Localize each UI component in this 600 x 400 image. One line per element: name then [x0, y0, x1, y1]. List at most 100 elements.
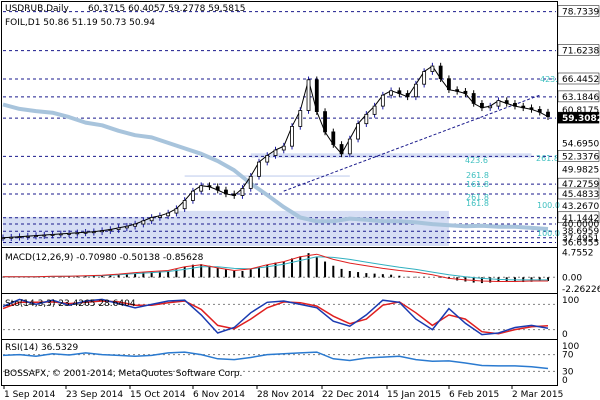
- stochastic-axis: 100 0: [562, 296, 579, 340]
- symbol-label: USDRUB,Daily: [5, 4, 70, 14]
- macd-main-line: [3, 253, 548, 282]
- time-tick-label: 6 Feb 2015: [449, 390, 499, 400]
- price-candle: [108, 229, 113, 232]
- rsi-tick-label: 100: [562, 342, 579, 352]
- price-candle: [430, 65, 435, 72]
- price-tick-label: 36.6355: [562, 239, 599, 249]
- price-tick-label: 41.1442: [562, 214, 599, 224]
- time-tick-label: 28 Nov 2014: [257, 390, 315, 400]
- price-candle: [149, 217, 154, 222]
- time-tick-label: 15 Oct 2014: [130, 390, 186, 400]
- macd-axis: 4.7552 0.00 -2.26226: [562, 248, 600, 295]
- fib-zone-upper: [250, 153, 532, 158]
- foil-line: [2, 102, 549, 231]
- macd-pane[interactable]: 4.7552 0.00 -2.26226: [2, 248, 600, 295]
- fibonacci-labels: 423.6 261.8423.6261.8161.8100.0261.8161.8…: [465, 75, 563, 238]
- stochastic-signal-line: [2, 300, 549, 335]
- price-candle: [273, 149, 278, 156]
- price-tick-label: 47.2759: [562, 180, 599, 190]
- price-candle: [389, 90, 394, 96]
- price-tick-label: 40.0000: [562, 220, 599, 230]
- price-candle: [199, 185, 204, 192]
- price-candle: [50, 234, 55, 236]
- stochastic-pane[interactable]: 100 0: [2, 296, 579, 340]
- price-candle: [364, 113, 369, 125]
- price-candle: [281, 145, 286, 151]
- price-tick-label: 59.3082: [562, 114, 600, 124]
- price-candle: [521, 105, 526, 109]
- time-tick-label: 6 Nov 2014: [193, 390, 245, 400]
- plot-frame: [1, 1, 558, 386]
- price-candle: [58, 233, 63, 236]
- price-candle: [331, 131, 336, 145]
- price-candle: [224, 189, 228, 195]
- price-candle: [546, 111, 550, 118]
- fib-label: 261.8: [466, 193, 489, 202]
- price-candle: [265, 155, 270, 163]
- price-candle: [314, 79, 319, 113]
- copyright: BOSSAFX, © 2001-2014, MetaQuotes Softwar…: [4, 369, 242, 379]
- price-candle: [42, 234, 47, 237]
- time-tick-label: 22 Dec 2014: [322, 390, 380, 400]
- price-tick-label: 49.9825: [562, 165, 599, 175]
- price-candle: [306, 79, 311, 111]
- price-candle: [166, 212, 171, 217]
- foil-overlay-series: [2, 102, 549, 231]
- price-tick-label: 66.4452: [562, 75, 599, 85]
- rsi-tick-label: 30: [562, 367, 574, 377]
- price-candle: [480, 102, 484, 109]
- price-candle: [513, 102, 517, 107]
- time-tick-label: 2 Mar 2015: [512, 390, 563, 400]
- rsi-series: [2, 351, 556, 372]
- fib-label: 161.8: [466, 180, 489, 189]
- price-candle: [488, 105, 493, 109]
- price-candle: [91, 231, 96, 234]
- main-price-pane[interactable]: 423.6 261.8423.6261.8161.8100.0261.8161.8…: [1, 5, 600, 249]
- price-tick-label: 45.4833: [562, 190, 599, 200]
- time-tick-label: 15 Jan 2015: [387, 390, 441, 400]
- support-trendline: [283, 94, 540, 192]
- price-candle: [9, 236, 14, 239]
- price-candle: [207, 185, 212, 188]
- price-tick-label: 38.6959: [562, 227, 599, 237]
- fib-label: 161.8: [466, 199, 489, 208]
- fib-label: 100.0: [537, 201, 560, 210]
- price-candle: [34, 235, 38, 237]
- price-tick-label: 43.2670: [562, 202, 599, 212]
- price-candle: [397, 90, 402, 94]
- price-candle: [124, 225, 129, 229]
- macd-tick-label: 0.00: [562, 273, 582, 283]
- stochastic-series: [2, 298, 556, 336]
- header-legend: USDRUB,Daily 60.3715 60.4057 59.2778 59.…: [5, 4, 245, 28]
- price-candle: [290, 126, 294, 147]
- time-tick-label: 23 Sep 2014: [66, 390, 123, 400]
- rsi-tick-label: 0: [562, 376, 568, 386]
- price-candle: [422, 71, 427, 85]
- stochastic-title: Sto(14,3,3) 23.4265 28.6404: [5, 299, 136, 309]
- fib-zone-band: [176, 210, 449, 217]
- price-candle: [372, 105, 377, 115]
- price-candle: [83, 231, 88, 234]
- price-candle: [191, 190, 195, 201]
- macd-tick-label: 4.7552: [562, 248, 594, 258]
- price-candle: [240, 188, 245, 196]
- fib-zone-mid: [184, 175, 350, 177]
- price-tick-label: 52.3376: [562, 152, 599, 162]
- price-tick-label: 78.7339: [562, 8, 599, 18]
- price-candle: [323, 111, 327, 133]
- price-candle: [116, 227, 121, 230]
- price-candle: [471, 93, 476, 104]
- fib-label: 423.6: [465, 156, 488, 165]
- price-candle: [347, 138, 352, 155]
- price-candle: [67, 232, 71, 235]
- price-candle: [529, 107, 534, 110]
- price-candle: [174, 208, 179, 214]
- price-candle: [100, 230, 104, 233]
- price-tick-label: 54.6950: [562, 139, 599, 149]
- price-candle: [504, 100, 509, 104]
- rsi-title: RSI(14) 36.5329: [5, 343, 78, 353]
- price-candle: [463, 90, 468, 94]
